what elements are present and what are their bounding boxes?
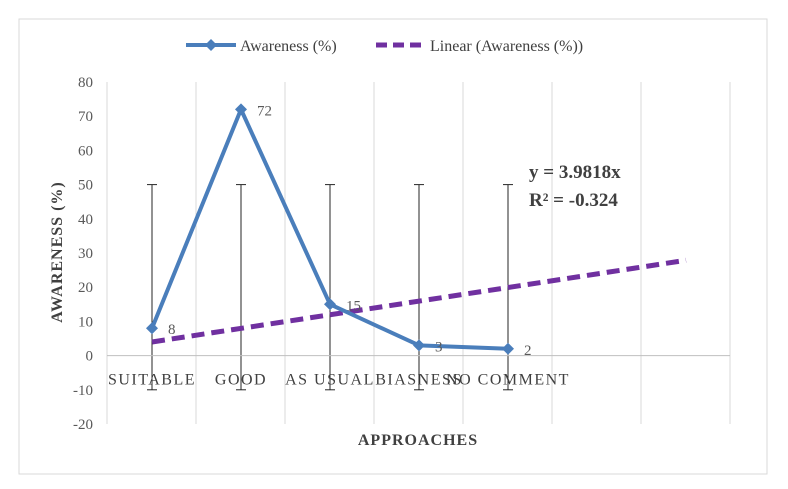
y-tick-label: 10 [78,314,93,330]
trendline [151,257,687,345]
y-tick-label: 50 [78,178,93,194]
x-category-label: BIASNESS [375,372,463,389]
legend-marker-awareness [205,39,217,51]
data-label: 3 [435,339,443,355]
y-tick-label: 80 [78,75,93,91]
y-tick-label: -10 [73,383,93,399]
data-point-marker [324,298,336,311]
trendline-r-squared: R² = -0.324 [529,190,618,211]
data-label: 72 [257,103,272,119]
x-category-label: GOOD [215,372,267,389]
data-point-marker [502,342,514,355]
data-point-marker [235,103,247,116]
data-labels: 8 72 15 3 2 [168,103,532,358]
data-label: 15 [346,298,361,314]
legend-label-trendline: Linear (Awareness (%)) [430,38,583,55]
y-tick-label: 30 [78,246,93,262]
y-tick-label: 40 [78,212,93,228]
data-point-marker [413,339,425,352]
vertical-gridlines [106,82,731,424]
y-tick-label: 60 [78,143,93,159]
legend: Awareness (%) Linear (Awareness (%)) [186,38,583,55]
trendline-equation: y = 3.9818x [529,162,621,183]
y-tick-label: -20 [73,417,93,433]
data-label: 2 [524,343,532,359]
x-category-label: SUITABLE [108,372,196,389]
chart-border [18,18,768,475]
y-tick-labels: -20 -10 0 10 20 30 40 50 60 70 80 [73,75,93,433]
y-tick-label: 20 [78,280,93,296]
series-markers [146,103,514,355]
x-axis-title: APPROACHES [358,432,478,449]
y-tick-label: 70 [78,109,93,125]
data-label: 8 [168,322,176,338]
y-axis-title: AWARENESS (%) [49,181,66,322]
y-tick-label: 0 [86,349,94,365]
x-category-label: NO COMMENT [446,372,570,389]
legend-label-awareness: Awareness (%) [240,38,337,55]
data-point-marker [146,322,158,335]
x-category-label: AS USUAL [285,372,375,389]
